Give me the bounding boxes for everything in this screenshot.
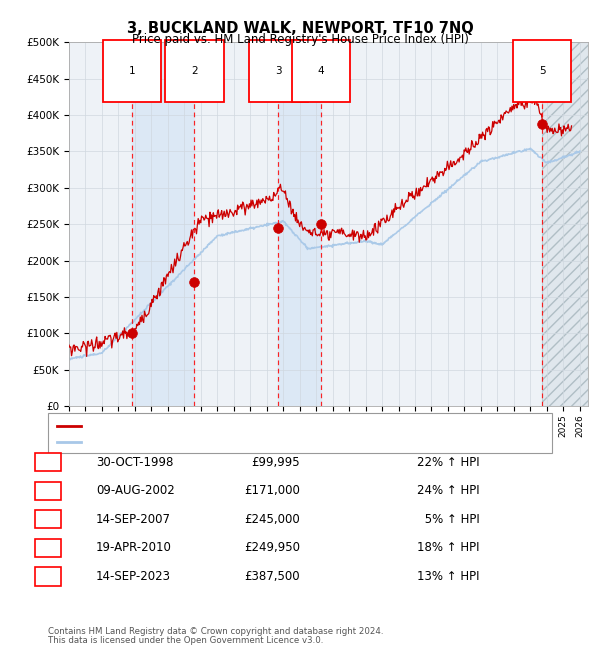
Text: 1: 1 <box>44 456 52 469</box>
Text: 5: 5 <box>44 570 52 583</box>
Text: 2: 2 <box>44 484 52 497</box>
Text: 3, BUCKLAND WALK, NEWPORT, TF10 7NQ: 3, BUCKLAND WALK, NEWPORT, TF10 7NQ <box>127 21 473 36</box>
Text: 24% ↑ HPI: 24% ↑ HPI <box>418 484 480 497</box>
Bar <box>542 42 588 406</box>
Text: 14-SEP-2007: 14-SEP-2007 <box>96 513 171 526</box>
Text: 4: 4 <box>44 541 52 554</box>
Text: This data is licensed under the Open Government Licence v3.0.: This data is licensed under the Open Gov… <box>48 636 323 645</box>
Text: 19-APR-2010: 19-APR-2010 <box>96 541 172 554</box>
Bar <box>278 42 321 406</box>
Text: 3: 3 <box>275 66 282 76</box>
Bar <box>542 42 588 406</box>
Text: 5% ↑ HPI: 5% ↑ HPI <box>421 513 480 526</box>
Text: 3, BUCKLAND WALK, NEWPORT, TF10 7NQ (detached house): 3, BUCKLAND WALK, NEWPORT, TF10 7NQ (det… <box>87 421 401 431</box>
Text: 18% ↑ HPI: 18% ↑ HPI <box>418 541 480 554</box>
Text: £171,000: £171,000 <box>244 484 300 497</box>
Text: 3: 3 <box>44 513 52 526</box>
Text: £387,500: £387,500 <box>244 570 300 583</box>
Text: 4: 4 <box>318 66 325 76</box>
Text: Contains HM Land Registry data © Crown copyright and database right 2024.: Contains HM Land Registry data © Crown c… <box>48 627 383 636</box>
Text: 30-OCT-1998: 30-OCT-1998 <box>96 456 173 469</box>
Text: 13% ↑ HPI: 13% ↑ HPI <box>418 570 480 583</box>
Text: Price paid vs. HM Land Registry's House Price Index (HPI): Price paid vs. HM Land Registry's House … <box>131 32 469 46</box>
Bar <box>132 42 194 406</box>
Text: 09-AUG-2002: 09-AUG-2002 <box>96 484 175 497</box>
Text: 2: 2 <box>191 66 197 76</box>
Text: £245,000: £245,000 <box>244 513 300 526</box>
Text: HPI: Average price, detached house, Telford and Wrekin: HPI: Average price, detached house, Telf… <box>87 437 377 447</box>
Text: £249,950: £249,950 <box>244 541 300 554</box>
Text: 22% ↑ HPI: 22% ↑ HPI <box>418 456 480 469</box>
Text: £99,995: £99,995 <box>251 456 300 469</box>
Text: 1: 1 <box>129 66 136 76</box>
Text: 14-SEP-2023: 14-SEP-2023 <box>96 570 171 583</box>
Text: 5: 5 <box>539 66 545 76</box>
